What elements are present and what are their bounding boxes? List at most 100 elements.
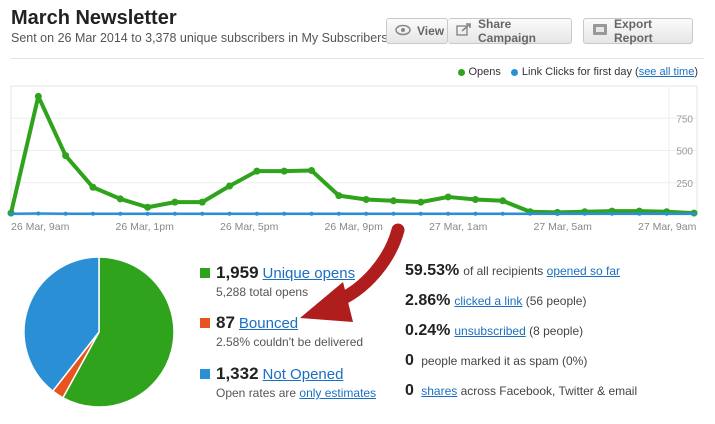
clicks-point	[336, 211, 341, 216]
opens-point	[280, 167, 288, 175]
clicks-point	[9, 211, 13, 216]
clicks-point	[446, 211, 451, 216]
chart-legend: Opens Link Clicks for first day (see all…	[457, 66, 698, 78]
clicks-point	[391, 211, 396, 216]
clicks-point	[473, 211, 478, 216]
x-tick-label: 27 Mar, 9am	[638, 221, 697, 233]
clicks-point	[254, 211, 259, 216]
x-tick-label: 26 Mar, 1pm	[116, 221, 175, 233]
x-tick-label: 26 Mar, 5pm	[220, 221, 279, 233]
opens-point	[198, 198, 206, 206]
not-opened-swatch	[200, 369, 210, 379]
clicks-point	[664, 211, 669, 216]
bounced-link[interactable]: Bounced	[238, 314, 299, 332]
opens-point	[417, 198, 425, 206]
clicks-point	[555, 211, 560, 216]
view-button[interactable]: View	[386, 18, 448, 44]
y-tick-label: 500	[676, 147, 693, 158]
clicks-point	[582, 211, 587, 216]
not-opened-link[interactable]: Not Opened	[262, 365, 344, 383]
opens-point	[253, 167, 261, 175]
share-label: Share Campaign	[478, 17, 537, 45]
stat-not-opened: 1,332 Not Opened Open rates are only esti…	[200, 364, 376, 400]
opens-point	[116, 195, 124, 203]
export-label: Export Report	[614, 17, 653, 45]
unsubscribed-row: 0.24% unsubscribed (8 people)	[405, 322, 584, 339]
opens-count: 1,959	[216, 263, 259, 282]
pie-slice-not-opened	[23, 256, 100, 393]
page-subtitle: Sent on 26 Mar 2014 to 3,378 unique subs…	[11, 31, 388, 45]
opens-series-line	[9, 94, 695, 216]
opens-point	[362, 196, 370, 204]
opens-point	[499, 197, 507, 205]
see-all-time-link[interactable]: see all time	[638, 66, 695, 78]
opens-point	[471, 196, 479, 204]
export-report-button[interactable]: Export Report	[583, 17, 693, 45]
clicked-row: 2.86% clicked a link (56 people)	[405, 292, 587, 309]
opens-point	[171, 198, 179, 206]
line-chart: 250 500 750 26 Mar, 9am 26 Mar, 1pm 26 Mar, …	[7, 85, 698, 233]
y-tick-label: 250	[676, 179, 693, 190]
opens-point	[444, 193, 452, 201]
opens-swatch	[200, 268, 210, 278]
unsubscribed-link[interactable]: unsubscribed	[454, 324, 526, 338]
shares-link[interactable]: shares	[421, 384, 458, 398]
clicks-point	[364, 211, 369, 216]
clicks-point	[500, 211, 505, 216]
opened-so-far-link[interactable]: opened so far	[546, 264, 621, 278]
shares-row: 0 shares across Facebook, Twitter & emai…	[405, 382, 638, 399]
clicks-point	[692, 211, 696, 216]
clicks-point	[90, 211, 95, 216]
stat-bounced: 87 Bounced 2.58% couldn't be delivered	[200, 313, 363, 349]
clicks-point	[200, 211, 205, 216]
clicks-point	[36, 211, 41, 216]
clicks-point	[418, 211, 423, 216]
bounced-subtext: 2.58% couldn't be delivered	[216, 335, 364, 349]
view-label: View	[417, 24, 445, 38]
bounced-swatch	[200, 318, 210, 328]
opens-point	[144, 203, 152, 211]
legend-opens[interactable]: Opens	[457, 66, 501, 78]
x-tick-label: 26 Mar, 9am	[11, 221, 70, 233]
clicks-point	[145, 211, 150, 216]
x-tick-label: 27 Mar, 5am	[534, 221, 593, 233]
x-tick-label: 27 Mar, 1am	[429, 221, 488, 233]
total-opens-text: 5,288 total opens	[216, 285, 309, 299]
clicks-point	[227, 211, 232, 216]
opened-so-far-row: 59.53% of all recipients opened so far	[405, 262, 621, 279]
only-estimates-link[interactable]: only estimates	[299, 386, 377, 400]
clicks-point	[118, 211, 123, 216]
opens-point	[34, 92, 42, 100]
open-rates-note: Open rates are only estimates	[216, 386, 377, 400]
clicks-point	[610, 211, 615, 216]
clicks-point	[282, 211, 287, 216]
opens-point	[389, 197, 397, 205]
legend-clicks[interactable]: Link Clicks for first day (see all time)	[510, 66, 698, 78]
bounced-count: 87	[216, 313, 235, 332]
unique-opens-link[interactable]: Unique opens	[262, 264, 356, 282]
pie-slice-opened	[61, 256, 175, 408]
stat-opens: 1,959 Unique opens 5,288 total opens	[200, 263, 355, 299]
divider	[11, 58, 704, 59]
clicks-point	[63, 211, 68, 216]
spam-row: 0 people marked it as spam (0%)	[405, 352, 588, 369]
opens-point	[335, 192, 343, 200]
y-tick-label: 750	[676, 114, 693, 125]
pie-chart	[23, 256, 175, 408]
share-campaign-button[interactable]: Share Campaign	[448, 17, 572, 45]
clicks-point	[637, 211, 642, 216]
opens-point	[308, 166, 316, 174]
page-title: March Newsletter	[11, 7, 177, 29]
not-opened-count: 1,332	[216, 364, 259, 383]
clicks-point	[528, 211, 533, 216]
clicks-point	[172, 211, 177, 216]
opens-point	[89, 183, 97, 191]
opens-point	[62, 152, 70, 160]
clicks-point	[309, 211, 314, 216]
callout-arrow	[300, 223, 405, 322]
opens-point	[226, 182, 234, 190]
x-tick-label: 26 Mar, 9pm	[325, 221, 384, 233]
clicked-a-link-link[interactable]: clicked a link	[454, 294, 523, 308]
eye-icon	[395, 24, 411, 39]
export-icon	[592, 23, 608, 39]
